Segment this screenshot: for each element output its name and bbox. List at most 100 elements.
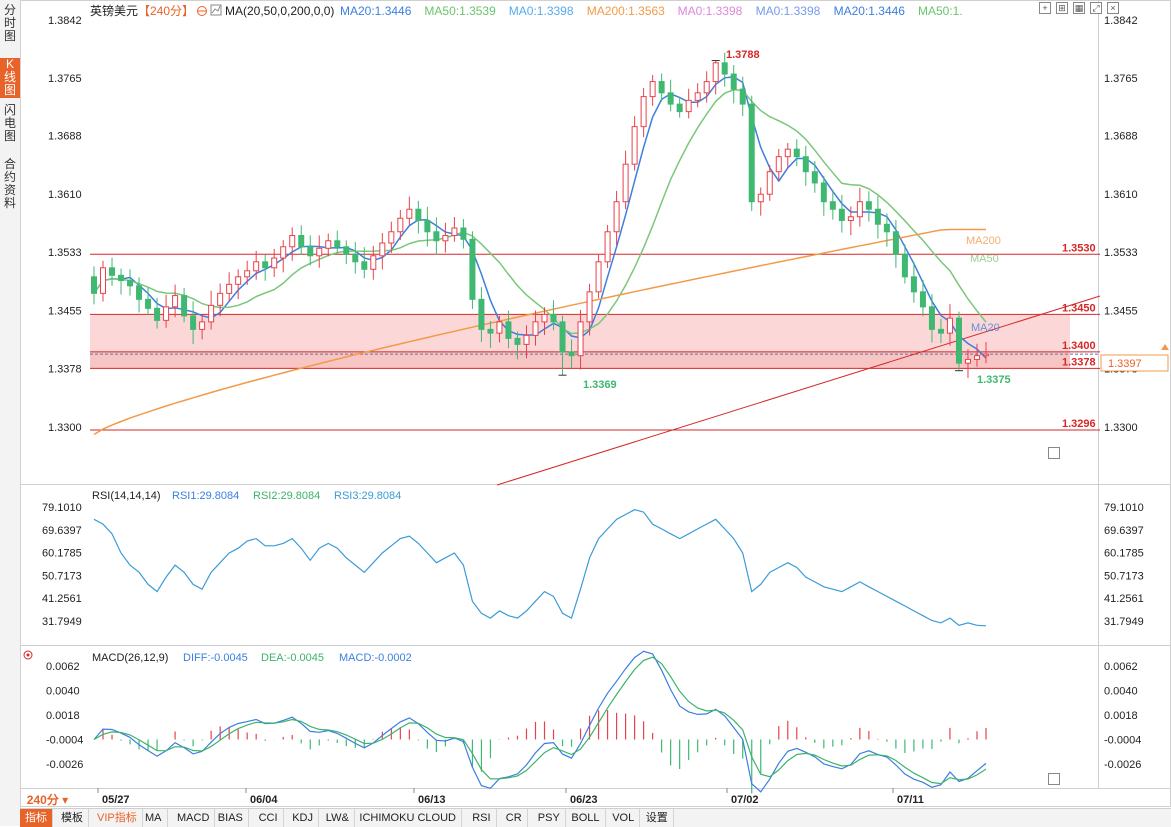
candle-body[interactable]: [640, 96, 647, 128]
candle-body[interactable]: [973, 355, 980, 360]
candle-body[interactable]: [370, 255, 377, 270]
indicator-settings-icon[interactable]: [210, 4, 222, 16]
candle-body[interactable]: [235, 276, 242, 285]
candle-body[interactable]: [334, 240, 341, 248]
indicator-tab[interactable]: LW&: [321, 809, 355, 827]
candle-body[interactable]: [676, 103, 683, 113]
candle-body[interactable]: [775, 156, 782, 173]
candle-body[interactable]: [478, 298, 485, 330]
crosshair-icon[interactable]: +: [1039, 2, 1051, 14]
candle-body[interactable]: [766, 171, 773, 195]
candle-body[interactable]: [703, 81, 710, 94]
candle-body[interactable]: [514, 337, 521, 345]
candle-body[interactable]: [883, 223, 890, 233]
expand-icon[interactable]: ⊞: [1056, 2, 1068, 14]
candle-body[interactable]: [172, 295, 179, 308]
candle-body[interactable]: [190, 315, 197, 330]
indicator-tab[interactable]: 指标: [20, 809, 53, 827]
panel-resize-icon[interactable]: [1048, 447, 1060, 459]
candle-body[interactable]: [964, 358, 971, 364]
fullscreen-icon[interactable]: ⤢: [1090, 2, 1102, 14]
candle-body[interactable]: [163, 306, 170, 321]
candle-body[interactable]: [442, 235, 449, 242]
candle-body[interactable]: [118, 274, 125, 282]
candle-body[interactable]: [541, 313, 548, 323]
candle-body[interactable]: [649, 81, 656, 98]
panel-resize-icon[interactable]: [1048, 773, 1060, 785]
candle-body[interactable]: [532, 321, 539, 336]
sidebar-tab-contract-info[interactable]: 合约资料: [0, 158, 20, 212]
candle-body[interactable]: [316, 247, 323, 257]
candle-body[interactable]: [730, 73, 737, 90]
candle-body[interactable]: [451, 227, 458, 237]
candle-body[interactable]: [136, 285, 143, 300]
candle-body[interactable]: [739, 88, 746, 105]
indicator-tab[interactable]: RSI: [467, 809, 497, 827]
indicator-tab[interactable]: CR: [501, 809, 528, 827]
candle-body[interactable]: [901, 253, 908, 278]
indicator-tab[interactable]: 模板: [56, 809, 89, 827]
candle-body[interactable]: [469, 238, 476, 300]
candle-body[interactable]: [586, 291, 593, 323]
indicator-tab[interactable]: ICHIMOKU CLOUD: [354, 809, 462, 827]
candle-body[interactable]: [280, 246, 287, 259]
candle-body[interactable]: [226, 283, 233, 294]
candle-body[interactable]: [487, 328, 494, 334]
candle-body[interactable]: [793, 148, 800, 158]
candle-body[interactable]: [946, 317, 953, 334]
candle-body[interactable]: [109, 267, 116, 276]
period-selector[interactable]: 240分 ▾: [26, 793, 69, 807]
candle-body[interactable]: [613, 201, 620, 233]
candle-body[interactable]: [559, 321, 566, 353]
candle-body[interactable]: [685, 99, 692, 113]
candle-body[interactable]: [550, 313, 557, 323]
candle-body[interactable]: [415, 208, 422, 221]
indicator-tab[interactable]: PSY: [533, 809, 566, 827]
candle-body[interactable]: [379, 242, 386, 257]
close-icon[interactable]: ×: [1107, 2, 1119, 14]
candle-body[interactable]: [928, 306, 935, 330]
indicator-tab[interactable]: BIAS: [213, 809, 249, 827]
candle-body[interactable]: [496, 321, 503, 334]
candle-body[interactable]: [343, 246, 350, 255]
candle-body[interactable]: [631, 126, 638, 165]
indicator-tab[interactable]: MACD: [172, 809, 216, 827]
candle-body[interactable]: [910, 276, 917, 293]
chart-area[interactable]: 1.3530 1.3450 1.3400 1.3378 1.3296 英镑美元 【240…: [20, 0, 1171, 808]
candle-body[interactable]: [847, 216, 854, 221]
candle-body[interactable]: [694, 92, 701, 101]
candle-body[interactable]: [325, 240, 332, 249]
macd-menu-icon[interactable]: [23, 650, 33, 660]
candle-body[interactable]: [811, 171, 818, 184]
candle-body[interactable]: [829, 201, 836, 210]
candle-body[interactable]: [856, 201, 863, 218]
candle-body[interactable]: [397, 217, 404, 233]
candle-body[interactable]: [406, 208, 413, 219]
indicator-tab[interactable]: 设置: [641, 809, 674, 827]
candle-body[interactable]: [892, 231, 899, 255]
candle-body[interactable]: [622, 163, 629, 203]
candle-body[interactable]: [217, 292, 224, 306]
sidebar-tab-flash-chart[interactable]: 闪电图: [0, 104, 20, 144]
candle-body[interactable]: [838, 208, 845, 221]
candle-body[interactable]: [865, 201, 872, 210]
grid-icon[interactable]: ▦: [1073, 2, 1085, 14]
candle-body[interactable]: [208, 304, 215, 323]
indicator-tab[interactable]: VIP指标: [92, 809, 143, 827]
candle-body[interactable]: [748, 103, 755, 203]
candle-body[interactable]: [820, 182, 827, 203]
candle-body[interactable]: [145, 298, 152, 309]
candle-body[interactable]: [721, 62, 728, 75]
candle-body[interactable]: [604, 231, 611, 263]
candle-body[interactable]: [361, 261, 368, 270]
candle-body[interactable]: [983, 353, 989, 357]
candle-body[interactable]: [955, 317, 962, 364]
indicator-tab[interactable]: CCI: [254, 809, 284, 827]
candle-body[interactable]: [352, 253, 359, 263]
candle-body[interactable]: [658, 81, 665, 94]
candle-body[interactable]: [874, 208, 881, 225]
candle-body[interactable]: [937, 328, 944, 334]
candle-body[interactable]: [505, 321, 512, 339]
indicator-tab[interactable]: KDJ: [287, 809, 319, 827]
